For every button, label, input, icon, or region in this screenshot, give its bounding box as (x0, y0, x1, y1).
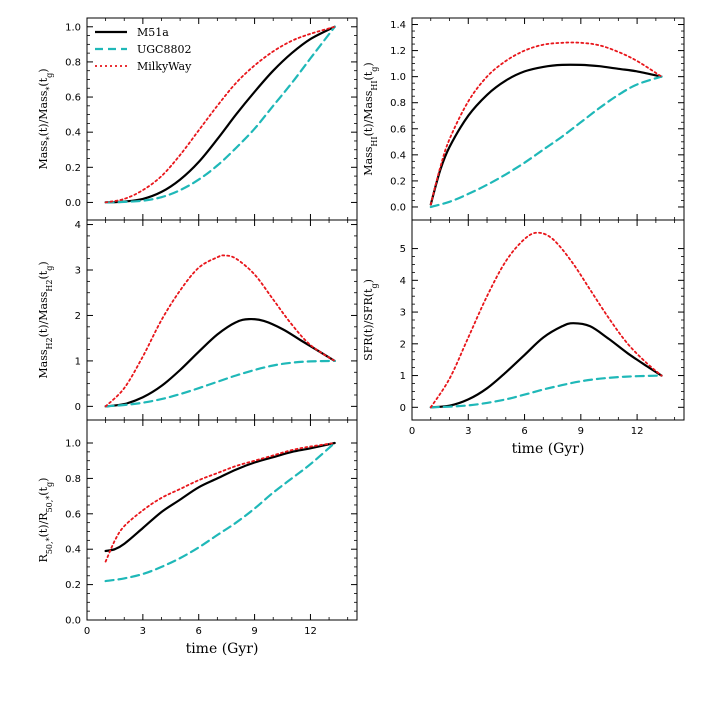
y-tick-label: 2 (75, 311, 81, 322)
axes-frame (411, 17, 685, 221)
y-tick-label: 1.4 (390, 20, 406, 31)
x-tick-label: 3 (465, 426, 471, 437)
y-tick-label: 1 (400, 371, 406, 382)
y-tick-label: 0.6 (65, 509, 81, 520)
y-tick-label: 1.2 (390, 46, 406, 57)
y-axis-title: Mass*(t)/Mass*(tg) (37, 68, 54, 169)
axes-frame (86, 419, 358, 621)
y-tick-label: 0.8 (390, 98, 406, 109)
panel-mass-star: 0.0 0.2 0.4 0.6 0.8 1.0 Mass*(t)/Mass*(tg) M51a… (37, 17, 358, 221)
y-axis-title: MassH2(t)/MassH2(tg) (37, 261, 54, 378)
y-axis-title: SFR(t)/SFR(tg) (362, 279, 379, 361)
legend: M51a UGC8802 MilkyWay (95, 26, 192, 73)
y-tick-label: 0.6 (65, 93, 81, 104)
series-line-m51a (429, 63, 663, 206)
series-line-m51a (104, 25, 336, 204)
y-tick-label: 2 (400, 339, 406, 350)
y-tick-label: 1.0 (65, 22, 81, 33)
series-line-milkyway (429, 41, 663, 206)
series-line-m51a (429, 322, 663, 409)
legend-label-milkyway: MilkyWay (137, 60, 192, 73)
y-tick-label: 0.8 (65, 57, 81, 68)
x-tick-label: 3 (140, 626, 146, 637)
series-line-ugc8802 (104, 25, 336, 204)
y-tick-label: 1 (75, 356, 81, 367)
y-tick-label: 4 (400, 276, 406, 287)
axes-frame (86, 219, 358, 421)
y-tick-label: 0.4 (65, 545, 81, 556)
y-tick-label: 3 (75, 266, 81, 277)
y-tick-label: 0.4 (65, 128, 81, 139)
legend-label-ugc8802: UGC8802 (137, 43, 191, 56)
y-tick-label: 0.0 (65, 616, 81, 627)
y-tick-label: 0.2 (390, 176, 406, 187)
y-tick-label: 0.2 (65, 163, 81, 174)
x-tick-label: 12 (631, 426, 644, 437)
series-line-milkyway (429, 231, 663, 409)
series-line-m51a (104, 441, 336, 553)
x-tick-label: 0 (409, 426, 415, 437)
y-tick-label: 3 (400, 308, 406, 319)
panel-mass-h2: 0 1 2 3 4 MassH2(t)/MassH2(tg) (37, 219, 358, 421)
legend-label-m51a: M51a (137, 26, 169, 39)
series-line-m51a (104, 317, 336, 408)
y-tick-label: 0.6 (390, 124, 406, 135)
y-tick-label: 0.2 (65, 580, 81, 591)
axes-frame (86, 17, 358, 221)
x-tick-label: 9 (251, 626, 257, 637)
series-line-ugc8802 (104, 441, 336, 583)
y-tick-label: 0.8 (65, 474, 81, 485)
y-axis-title: R50,*(t)/R50,*(tg) (37, 478, 54, 563)
axes-frame (411, 219, 685, 421)
y-tick-label: 5 (400, 244, 406, 255)
x-axis-title: time (Gyr) (186, 641, 259, 657)
x-tick-label: 12 (304, 626, 317, 637)
y-tick-label: 4 (75, 220, 81, 231)
series-line-milkyway (104, 442, 336, 563)
y-axis-title: MassHI(t)/MassHI(tg) (362, 62, 379, 175)
series-line-milkyway (104, 254, 336, 408)
y-tick-label: 1.0 (65, 439, 81, 450)
panel-r50: 0.0 0.2 0.4 0.6 0.8 1.0 0 3 6 9 12 time (Gyr) R50,*(… (37, 419, 358, 657)
y-tick-label: 0.0 (65, 198, 81, 209)
y-tick-label: 0.4 (390, 150, 406, 161)
series-line-ugc8802 (429, 75, 663, 209)
x-tick-label: 6 (521, 426, 527, 437)
y-tick-label: 1.0 (390, 72, 406, 83)
x-tick-label: 6 (196, 626, 202, 637)
series-line-ugc8802 (429, 374, 663, 409)
y-tick-label: 0.0 (390, 202, 406, 213)
y-tick-label: 0 (400, 403, 406, 414)
x-tick-label: 9 (578, 426, 584, 437)
panel-mass-hi: 0.0 0.2 0.4 0.6 0.8 1.0 1.2 1.4 MassHI(t)/MassHI… (362, 17, 685, 221)
x-axis-title: time (Gyr) (512, 441, 585, 457)
series-line-milkyway (104, 25, 336, 204)
y-tick-label: 0 (75, 402, 81, 413)
x-tick-label: 0 (84, 626, 90, 637)
